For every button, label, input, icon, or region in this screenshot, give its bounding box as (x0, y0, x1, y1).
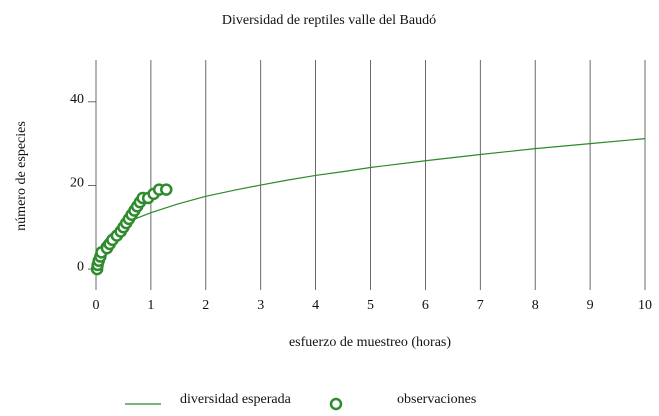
x-tick-label: 7 (477, 298, 484, 313)
legend-label: observaciones (397, 392, 476, 407)
x-tick-label: 8 (532, 298, 539, 313)
y-axis-label: número de especies (14, 121, 29, 231)
x-tick-label: 1 (147, 298, 154, 313)
x-tick-label: 2 (202, 298, 209, 313)
x-tick-label: 4 (312, 298, 319, 313)
x-tick-label: 9 (587, 298, 594, 313)
y-tick-label: 40 (70, 92, 84, 107)
x-tick-label: 6 (422, 298, 429, 313)
x-tick-label: 3 (257, 298, 264, 313)
legend-swatch (329, 397, 343, 411)
y-tick-label: 20 (70, 176, 84, 191)
legend-label: diversidad esperada (180, 392, 292, 407)
chart-title: Diversidad de reptiles valle del Baudó (222, 13, 436, 28)
x-tick-label: 0 (93, 298, 100, 313)
x-tick-label: 5 (367, 298, 374, 313)
observation-point (160, 183, 173, 196)
x-tick-label: 10 (638, 298, 652, 313)
x-axis-label: esfuerzo de muestreo (horas) (289, 335, 451, 350)
y-tick-label: 0 (77, 259, 84, 274)
